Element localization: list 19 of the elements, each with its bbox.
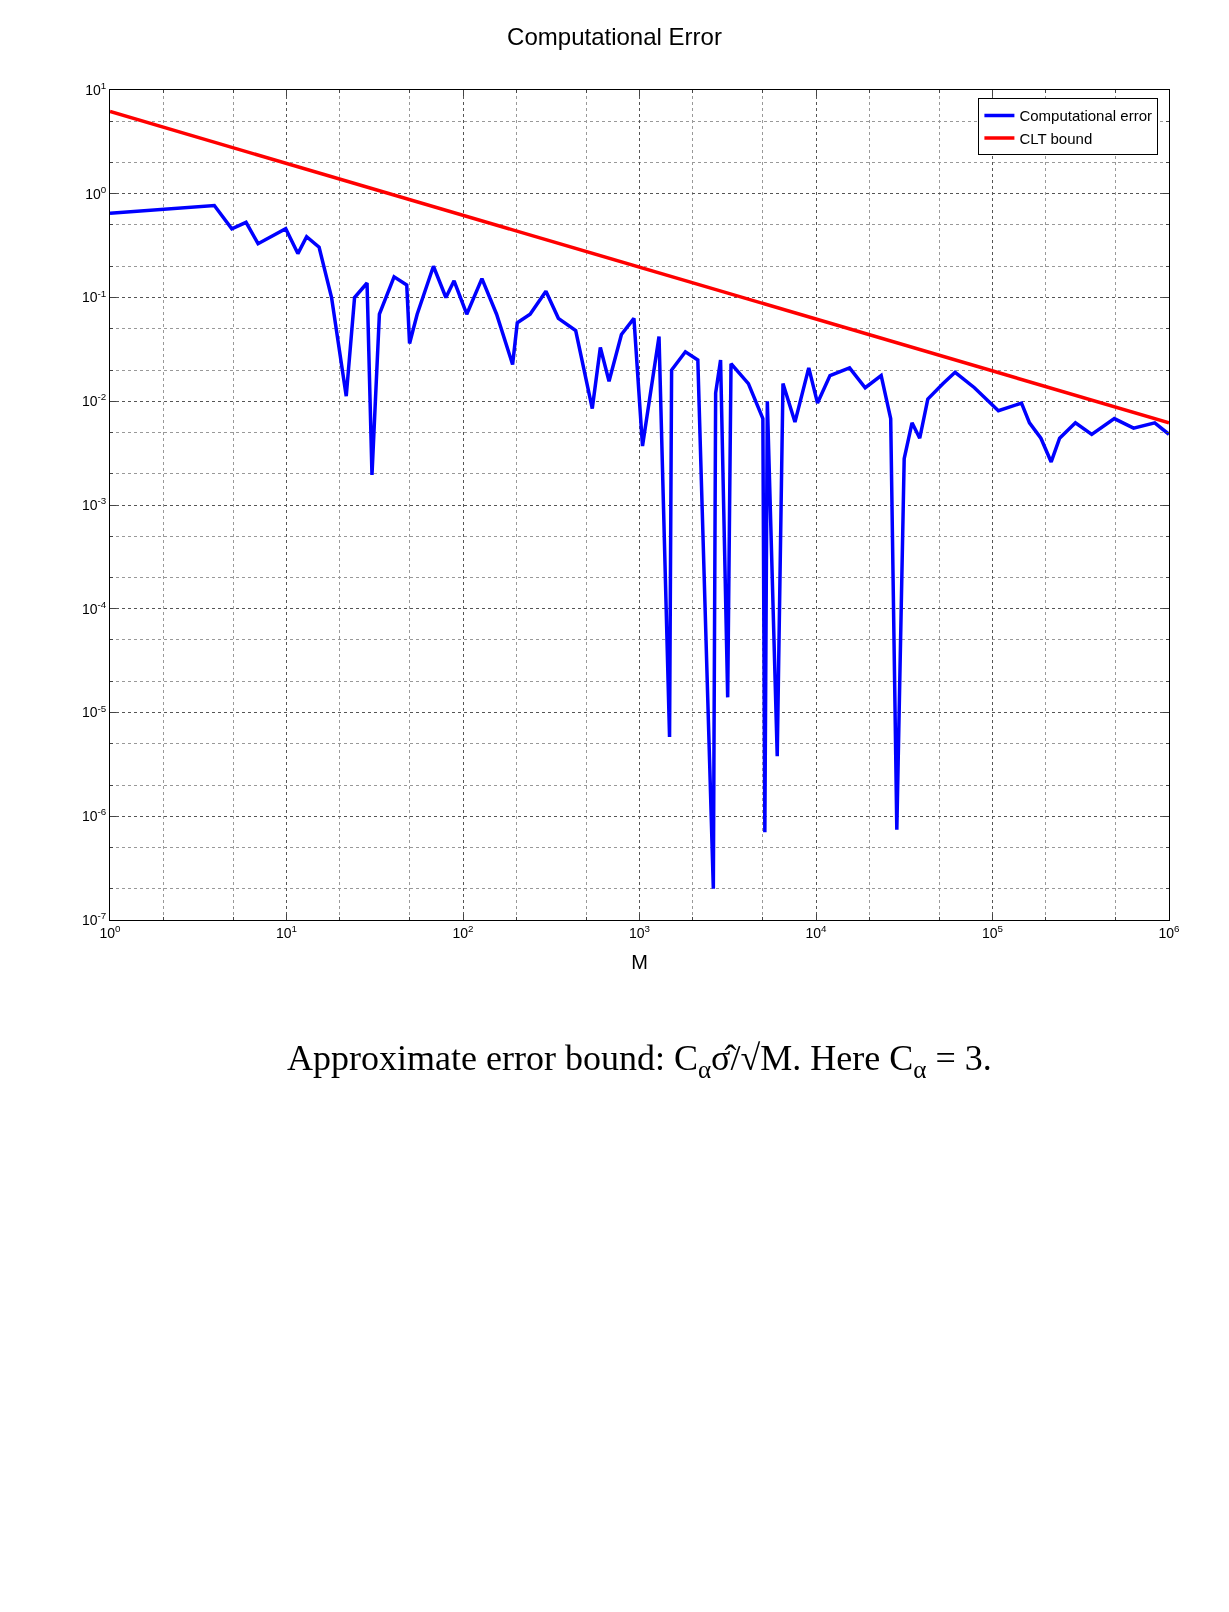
y-tick-label: 10$^{1}$ [85,80,107,98]
x-tick-label: 10$^{5}$ [981,922,1004,941]
x-axis-title: M [631,951,648,974]
x-tick-label: 10$^{2}$ [452,922,474,941]
x-tick-label: 10$^{1}$ [275,922,298,941]
y-tick-label: 10$^{0}$ [85,183,107,202]
x-tick-label: 10$^{6}$ [1158,922,1181,941]
legend-label: Computational error [1019,107,1152,125]
legend-label: CLT bound [1019,129,1093,147]
y-tick-label: 10$^{-1}$ [81,287,107,306]
x-tick-label: 10$^{3}$ [628,922,651,941]
y-tick-label: 10$^{-2}$ [81,391,107,410]
y-tick-label: 10$^{-4}$ [81,598,107,617]
chart-title: Computational Error [507,23,722,50]
text: Approximate error bound: C$_{α}$σ̂/√M. Here C$_{α}$ = 3. [287,1038,992,1083]
x-tick-label: 10$^{4}$ [805,922,828,941]
y-tick-label: 10$^{-5}$ [81,702,107,721]
y-tick-label: 10$^{-3}$ [81,495,107,513]
y-tick-label: 10$^{-6}$ [81,806,107,825]
